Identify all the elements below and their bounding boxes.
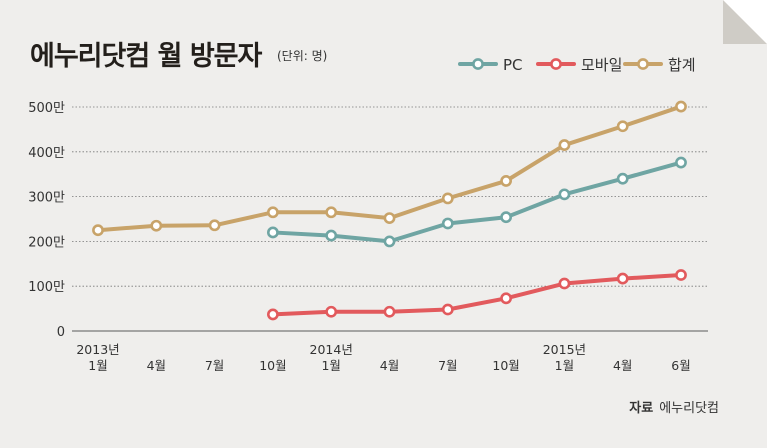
x-tick-month: 7월 — [205, 358, 224, 373]
data-point — [92, 224, 104, 237]
legend-swatch-marker — [637, 58, 649, 70]
x-tick-month: 1월 — [555, 358, 574, 373]
x-tick-month: 1월 — [88, 358, 107, 373]
data-point — [383, 212, 396, 225]
data-point — [500, 211, 512, 224]
x-tick-month: 4월 — [147, 358, 166, 373]
x-tick-month: 4월 — [380, 358, 399, 373]
data-point — [441, 217, 454, 230]
data-point — [616, 120, 629, 133]
y-tick-label: 400만 — [28, 146, 65, 161]
y-tick-label: 500만 — [28, 101, 65, 116]
y-tick-label: 0 — [57, 325, 65, 340]
chart-title: 에누리닷컴 월 방문자 — [30, 41, 262, 72]
data-point — [616, 272, 629, 285]
legend-swatch-marker — [550, 58, 562, 70]
data-point — [266, 308, 279, 321]
series-line-0 — [270, 160, 683, 244]
legend-label: 합계 — [668, 56, 696, 74]
x-tick-month: 10월 — [259, 358, 286, 373]
x-tick-month: 10월 — [492, 358, 519, 373]
y-tick-label: 300만 — [28, 191, 65, 206]
data-point — [558, 277, 571, 290]
x-tick-month: 6월 — [671, 358, 690, 373]
data-point — [266, 226, 279, 239]
data-point — [675, 156, 687, 169]
data-point — [325, 305, 338, 318]
unit-note: (단위: 명) — [277, 49, 328, 63]
source-note: 자료 에누리닷컴 — [629, 397, 719, 416]
data-point — [325, 229, 338, 242]
data-point — [383, 305, 396, 318]
source-value: 에누리닷컴 — [659, 401, 719, 416]
x-tick-month: 1월 — [321, 358, 340, 373]
data-point — [266, 206, 279, 219]
legend-label: 모바일 — [581, 56, 622, 74]
x-tick-year: 2014년 — [310, 342, 353, 357]
y-axis-ticks: 0 100만 200만 300만 400만 500만 — [28, 101, 65, 340]
x-tick-year: 2015년 — [543, 342, 586, 357]
y-tick-label: 200만 — [28, 235, 65, 250]
source-label: 자료 — [629, 401, 654, 416]
data-point — [558, 139, 571, 151]
series-line-2 — [96, 104, 683, 233]
legend-swatch-marker — [472, 58, 484, 70]
series-line-1 — [270, 273, 683, 317]
legend: PC 모바일 합계 — [458, 56, 696, 74]
data-point — [616, 172, 629, 185]
x-tick-month: 7월 — [438, 358, 457, 373]
data-point — [208, 219, 221, 232]
data-point — [675, 269, 687, 281]
series-points — [92, 100, 687, 321]
data-point — [675, 100, 687, 113]
data-point — [500, 175, 512, 187]
data-point — [325, 206, 338, 219]
series-lines — [96, 104, 683, 317]
page-fold-corner — [723, 0, 767, 44]
grid — [72, 106, 708, 332]
x-tick-year: 2013년 — [76, 342, 119, 357]
data-point — [441, 192, 454, 205]
data-point — [558, 188, 571, 201]
data-point — [383, 235, 396, 248]
data-point — [441, 303, 454, 316]
x-tick-month: 4월 — [613, 358, 632, 373]
y-tick-label: 100만 — [28, 280, 65, 295]
data-point — [150, 219, 163, 232]
legend-label: PC — [503, 56, 523, 74]
data-point — [500, 292, 512, 305]
